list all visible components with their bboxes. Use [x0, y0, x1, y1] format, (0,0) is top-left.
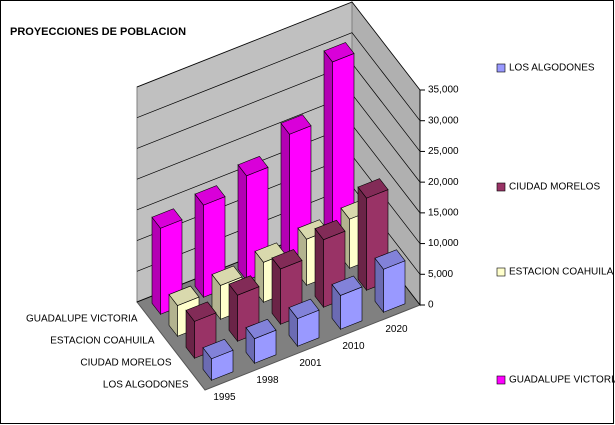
bar-top-face [185, 301, 217, 322]
bar-top-face [245, 318, 277, 340]
legend-swatch [496, 63, 506, 73]
bar [245, 318, 277, 365]
bar-top-face [314, 219, 346, 241]
bar [271, 249, 303, 326]
grid-line [136, 32, 421, 121]
legend-label: CIUDAD MORELOS [509, 182, 600, 193]
bar-front-face [383, 260, 406, 313]
grid-line [136, 1, 421, 91]
bar-left-face [151, 216, 161, 316]
bar-left-face [314, 227, 324, 309]
bar-top-face [202, 338, 234, 360]
bar-top-face [271, 249, 303, 270]
series-axis-label: GUADALUPE VICTORIA [26, 314, 138, 325]
bar-top-face [357, 178, 389, 199]
bar-top-face [211, 265, 243, 286]
y-tick-label: 5,000 [428, 269, 453, 280]
series-axis-label: LOS ALGODONES [103, 380, 189, 391]
bar-left-face [323, 50, 333, 248]
bar-left-face [271, 257, 281, 326]
y-tick-label: 35,000 [428, 85, 459, 96]
x-tick-label: 1998 [256, 375, 279, 386]
bar-top-face [228, 275, 260, 296]
bar-top-face [194, 185, 226, 206]
bar-top-face [374, 249, 406, 270]
bar [151, 208, 183, 316]
bar-top-face [331, 275, 363, 296]
legend-label: GUADALUPE VICTORIA [509, 375, 615, 386]
x-tick-label: 2010 [342, 341, 365, 352]
chart-title: PROYECCIONES DE POBLACION [10, 26, 186, 38]
bar [331, 275, 363, 331]
bar [185, 301, 217, 360]
bar-top-face [168, 285, 200, 306]
legend-swatch [496, 375, 506, 385]
x-tick-label: 2020 [385, 324, 408, 335]
legend-label: ESTACION COAHUILA [509, 267, 614, 278]
y-tick-label: 0 [428, 300, 434, 311]
bar [202, 338, 234, 382]
y-tick-label: 30,000 [428, 115, 459, 126]
y-tick-label: 15,000 [428, 207, 459, 218]
bar-left-face [280, 122, 290, 265]
x-tick-label: 1995 [213, 392, 236, 403]
bar-top-face [151, 208, 183, 229]
legend-swatch [496, 267, 506, 277]
bar-left-face [357, 186, 367, 292]
bar [288, 298, 320, 348]
y-tick-label: 10,000 [428, 238, 459, 249]
x-tick-label: 2001 [299, 358, 322, 369]
bar-top-face [323, 42, 355, 63]
series-axis-label: ESTACION COAHUILA [50, 336, 155, 347]
legend-swatch [496, 182, 506, 192]
series-axis-label: CIUDAD MORELOS [80, 358, 171, 369]
bar-left-face [194, 193, 204, 299]
bar-top-face [288, 298, 320, 319]
legend-label: LOS ALGODONES [509, 63, 595, 74]
bar-top-face [237, 155, 269, 177]
bar-left-face [237, 163, 247, 282]
bar [374, 249, 406, 314]
y-tick-label: 20,000 [428, 177, 459, 188]
y-tick-label: 25,000 [428, 146, 459, 157]
bar-top-face [280, 114, 312, 135]
